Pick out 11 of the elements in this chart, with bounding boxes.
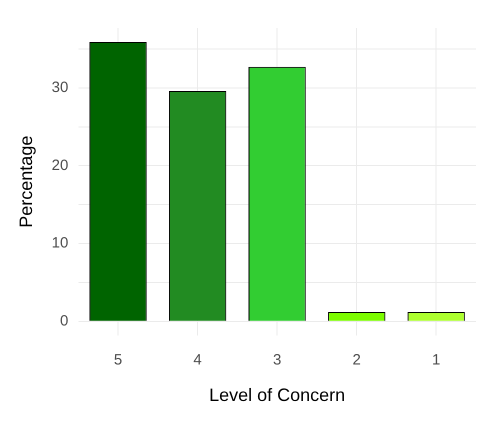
x-tick-label: 2 bbox=[352, 352, 361, 369]
x-tick-label: 1 bbox=[432, 352, 440, 369]
y-axis-title: Percentage bbox=[16, 136, 36, 228]
x-tick-label: 3 bbox=[272, 352, 282, 369]
y-tick-label: 10 bbox=[52, 234, 68, 252]
x-axis-title: Level of Concern bbox=[209, 385, 346, 406]
x-tick-label: 5 bbox=[114, 352, 122, 369]
y-tick-label: 20 bbox=[52, 156, 68, 174]
y-tick-label: 0 bbox=[60, 312, 68, 330]
x-tick-label: 4 bbox=[193, 352, 202, 369]
y-tick-label: 30 bbox=[52, 79, 68, 96]
